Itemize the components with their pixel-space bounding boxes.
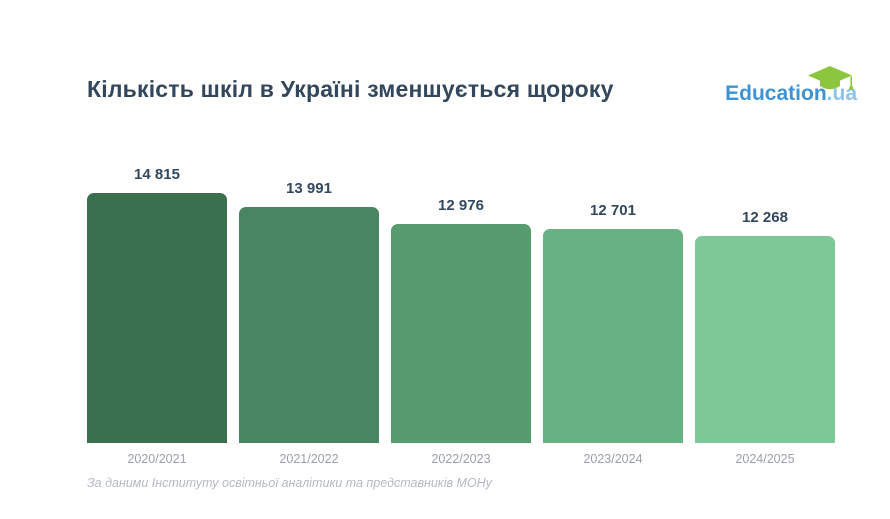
bar xyxy=(87,193,227,443)
bar xyxy=(543,229,683,443)
bar-value-label: 12 976 xyxy=(438,197,484,214)
graduation-cap-icon xyxy=(808,66,853,90)
bar xyxy=(391,224,531,443)
x-axis-tick-label: 2023/2024 xyxy=(583,452,643,466)
bar-column: 12 268 2024/2025 xyxy=(695,209,835,467)
bar-column: 12 701 2023/2024 xyxy=(543,202,683,467)
bar-column: 14 815 2020/2021 xyxy=(87,166,227,467)
bar-value-label: 12 268 xyxy=(742,209,788,226)
bar xyxy=(695,236,835,443)
source-note: За даними Інституту освітньої аналітики … xyxy=(87,476,492,490)
education-ua-logo: Education.ua xyxy=(725,66,857,105)
bar xyxy=(239,207,379,443)
x-axis-tick-label: 2021/2022 xyxy=(279,452,339,466)
x-axis-tick-label: 2024/2025 xyxy=(735,452,795,466)
bar-chart: 14 815 2020/2021 13 991 2021/2022 12 976 2022… xyxy=(87,166,835,467)
bar-column: 12 976 2022/2023 xyxy=(391,197,531,467)
x-axis-tick-label: 2022/2023 xyxy=(431,452,491,466)
x-axis-tick-label: 2020/2021 xyxy=(127,452,187,466)
logo-wordmark: Education xyxy=(725,82,827,105)
bar-value-label: 12 701 xyxy=(590,202,636,219)
bar-column: 13 991 2021/2022 xyxy=(239,180,379,467)
bar-value-label: 14 815 xyxy=(134,166,180,183)
chart-title: Кількість шкіл в Україні зменшується щор… xyxy=(87,76,614,102)
bar-value-label: 13 991 xyxy=(286,180,332,197)
